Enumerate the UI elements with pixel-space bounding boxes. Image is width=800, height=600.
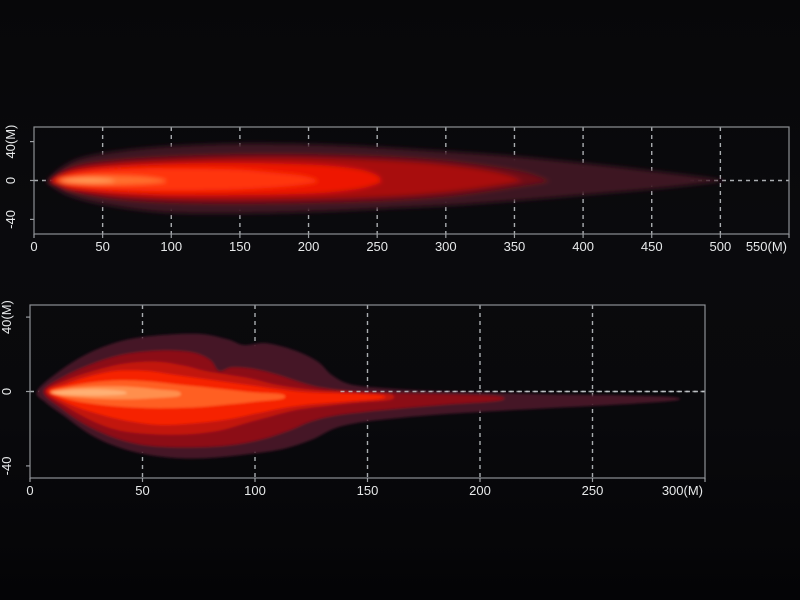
bottom-beam-chart: 0 50 100 150 200 250 300(M) 40(M) 0 -40	[0, 300, 706, 498]
x-tick-label: 350	[504, 239, 526, 254]
y-tick-label: 0	[0, 388, 14, 395]
x-tick-label: 50	[95, 239, 109, 254]
x-tick-label: 100	[244, 483, 266, 498]
x-tick-label: 250	[582, 483, 604, 498]
x-tick-label: 200	[469, 483, 491, 498]
y-tick-label: 40(M)	[0, 300, 14, 334]
y-tick-label: -40	[3, 210, 18, 229]
y-tick-label: 0	[3, 177, 18, 184]
x-tick-label: 150	[357, 483, 379, 498]
x-tick-label: 450	[641, 239, 663, 254]
x-tick-label: 500	[710, 239, 732, 254]
x-tick-label: 50	[135, 483, 149, 498]
x-tick-label: 200	[298, 239, 320, 254]
x-tick-label: 400	[572, 239, 594, 254]
x-tick-label: 0	[26, 483, 33, 498]
x-tick-label: 0	[30, 239, 37, 254]
beam-contour-hot-red	[55, 168, 319, 191]
y-tick-label: -40	[0, 457, 14, 476]
beam-contours	[36, 333, 681, 459]
top-beam-chart: 0 50 100 150 200 250 300 350 400 450 500 550(M) 40(M…	[3, 125, 790, 254]
x-tick-label: 300(M)	[662, 483, 703, 498]
beam-contour-peak	[59, 177, 115, 183]
x-tick-label: 550(M)	[746, 239, 787, 254]
beam-contour-peak	[52, 389, 127, 396]
beam-contours	[46, 143, 725, 214]
x-tick-label: 100	[160, 239, 182, 254]
x-tick-label: 250	[366, 239, 388, 254]
y-tick-label: 40(M)	[3, 125, 18, 159]
x-tick-label: 300	[435, 239, 457, 254]
x-tick-label: 150	[229, 239, 251, 254]
